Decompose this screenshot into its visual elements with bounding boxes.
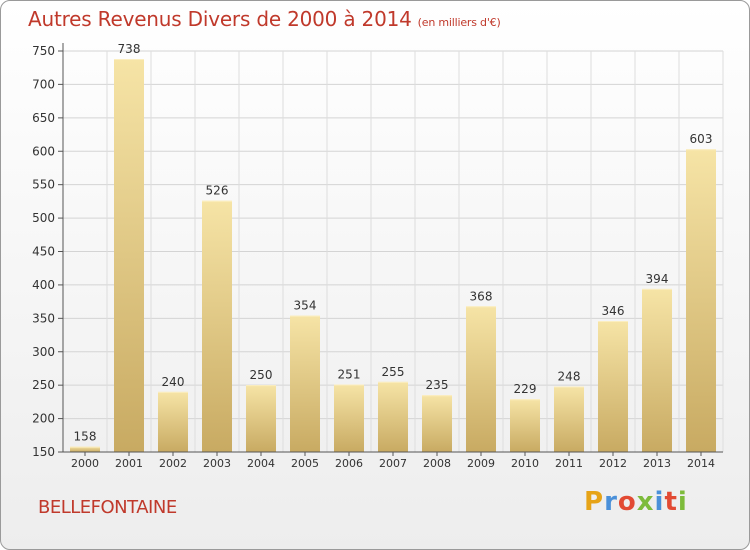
- logo-letter: r: [604, 487, 618, 517]
- chart-subtitle: (en milliers d'€): [417, 16, 501, 29]
- data-label: 738: [118, 42, 141, 56]
- data-label: 346: [602, 304, 625, 318]
- x-tick-label: 2002: [159, 457, 187, 470]
- y-tick-label: 750: [32, 44, 55, 58]
- y-tick-label: 600: [32, 144, 55, 158]
- x-tick-label: 2005: [291, 457, 319, 470]
- bar-2010[interactable]: [510, 399, 540, 452]
- logo-letter: i: [654, 487, 665, 517]
- y-tick-label: 400: [32, 278, 55, 292]
- bar-2007[interactable]: [378, 381, 408, 452]
- data-label: 248: [558, 370, 581, 384]
- logo-letter: x: [636, 487, 655, 517]
- y-axis: 150 200 250 300 350 400 450 500 550 600 650 700 750: [32, 43, 64, 459]
- bar-2000[interactable]: [70, 446, 100, 452]
- data-label: 250: [250, 368, 273, 382]
- bar-2002[interactable]: [158, 391, 188, 452]
- bar-2009[interactable]: [466, 306, 496, 452]
- data-label: 240: [162, 375, 185, 389]
- data-label: 394: [646, 272, 669, 286]
- bar-2008[interactable]: [422, 395, 452, 452]
- x-tick-label: 2000: [71, 457, 99, 470]
- logo-letter: t: [664, 487, 678, 517]
- y-tick-label: 250: [32, 378, 55, 392]
- data-label: 255: [382, 365, 405, 379]
- bar-2001[interactable]: [114, 59, 144, 453]
- x-tick-label: 2013: [643, 457, 671, 470]
- place-name: BELLEFONTAINE: [38, 497, 177, 518]
- x-tick-label: 2006: [335, 457, 363, 470]
- bar-2011[interactable]: [554, 386, 584, 452]
- bar-2013[interactable]: [642, 288, 672, 452]
- bar-2004[interactable]: [246, 385, 276, 452]
- x-tick-label: 2009: [467, 457, 495, 470]
- bar-2012[interactable]: [598, 321, 628, 452]
- x-tick-label: 2004: [247, 457, 275, 470]
- bar-2014[interactable]: [686, 149, 716, 452]
- x-tick-label: 2001: [115, 457, 143, 470]
- data-label: 368: [470, 289, 493, 303]
- x-axis: 2000 2001 2002 2003 2004 2005 2006 2007 2008 2009…: [63, 451, 723, 470]
- x-tick-label: 2008: [423, 457, 451, 470]
- logo-letter: o: [617, 487, 637, 517]
- logo-letter: i: [677, 487, 688, 517]
- y-tick-label: 350: [32, 311, 55, 325]
- bars: 158 738 240 526 250 354 251 255 235 368 229 248 346 3…: [70, 42, 716, 453]
- chart-title-text: Autres Revenus Divers de 2000 à 2014: [28, 7, 412, 31]
- y-tick-label: 550: [32, 178, 55, 192]
- chart-title: Autres Revenus Divers de 2000 à 2014 (en …: [28, 7, 501, 31]
- x-tick-label: 2003: [203, 457, 231, 470]
- data-label: 251: [338, 367, 361, 381]
- logo-letter: P: [584, 487, 605, 517]
- y-tick-label: 450: [32, 245, 55, 259]
- y-tick-label: 300: [32, 345, 55, 359]
- bar-2003[interactable]: [202, 200, 232, 452]
- proxiti-logo[interactable]: Proxiti: [584, 487, 688, 517]
- data-label: 158: [74, 430, 97, 444]
- data-label: 603: [690, 132, 713, 146]
- y-tick-label: 650: [32, 111, 55, 125]
- bar-2005[interactable]: [290, 315, 320, 452]
- data-label: 526: [206, 184, 229, 198]
- x-tick-label: 2011: [555, 457, 583, 470]
- data-label: 235: [426, 378, 449, 392]
- data-label: 354: [294, 299, 317, 313]
- x-tick-label: 2012: [599, 457, 627, 470]
- y-tick-label: 700: [32, 77, 55, 91]
- y-tick-label: 500: [32, 211, 55, 225]
- x-tick-label: 2010: [511, 457, 539, 470]
- x-tick-label: 2014: [687, 457, 715, 470]
- y-tick-label: 200: [32, 412, 55, 426]
- bar-2006[interactable]: [334, 384, 364, 452]
- data-label: 229: [514, 382, 537, 396]
- y-tick-label: 150: [32, 445, 55, 459]
- x-tick-label: 2007: [379, 457, 407, 470]
